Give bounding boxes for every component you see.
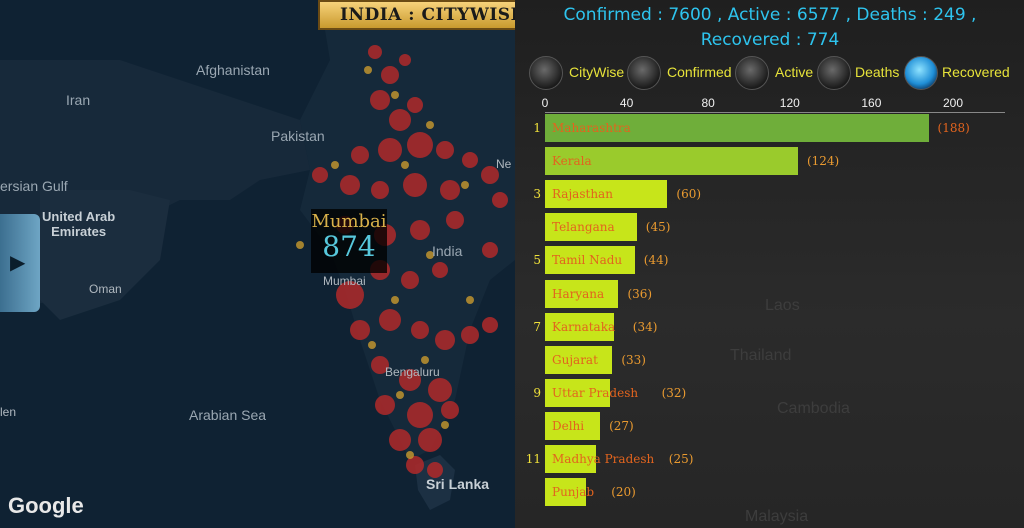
bar-value-label: (34)	[632, 319, 658, 334]
bar-category-label: Gujarat	[552, 352, 598, 367]
label-arabian-sea: Arabian Sea	[189, 407, 267, 423]
bar-value-label: (45)	[645, 220, 671, 235]
radio-knob-selected[interactable]	[904, 56, 938, 90]
bar-value-label: (33)	[621, 352, 646, 367]
page-title-banner: INDIA : CITYWISE	[318, 0, 515, 30]
bar-category-label: Punjab	[552, 485, 595, 500]
bar-value-label: (44)	[643, 253, 669, 268]
bg-label-thailand: Thailand	[730, 347, 792, 364]
bar-category-label: Telangana	[552, 220, 615, 235]
x-tick-label: 160	[861, 96, 882, 110]
bar-value-label: (188)	[937, 121, 970, 135]
x-axis-line	[545, 112, 1005, 113]
bar[interactable]	[545, 378, 611, 407]
bar-category-label: Tamil Nadu	[552, 253, 623, 268]
summary-line-2: Recovered : 774	[700, 30, 840, 50]
bg-label-laos: Laos	[765, 297, 800, 314]
bar-value-label: (32)	[661, 385, 687, 400]
label-uae: United Arab Emirates	[42, 209, 116, 239]
bar-category-label: Kerala	[552, 154, 592, 169]
bar-value-label: (124)	[806, 154, 840, 169]
bar[interactable]	[545, 478, 586, 507]
bar[interactable]	[545, 147, 798, 176]
rank-label: 1	[533, 121, 541, 135]
bar-category-label: Maharashtra	[552, 121, 631, 135]
label-nepal: Ne	[496, 157, 512, 171]
bar-value-label: (20)	[611, 485, 636, 500]
rank-label: 9	[533, 385, 541, 400]
label-iran: Iran	[66, 92, 91, 108]
label-india: India	[432, 243, 463, 259]
city-popup-value: 874	[322, 230, 376, 263]
bar[interactable]	[545, 180, 668, 209]
label-persian-gulf: ersian Gulf	[0, 178, 68, 194]
summary-line-1: Confirmed : 7600 , Active : 6577 , Death…	[563, 5, 977, 25]
google-logo: Google	[8, 493, 84, 518]
x-tick-label: 80	[701, 96, 715, 110]
bar[interactable]	[545, 445, 596, 473]
radio-label[interactable]: Deaths	[855, 64, 900, 80]
label-mumbai: Mumbai	[323, 274, 366, 288]
rank-label: 3	[533, 187, 541, 202]
bar-value-label: (36)	[627, 286, 653, 301]
rank-label: 11	[525, 452, 541, 466]
bar[interactable]	[545, 312, 615, 341]
map-background	[40, 45, 508, 510]
bar[interactable]	[545, 279, 619, 308]
bar-chart: Maharashtra (188) 1 Kerala (124) Rajasthan (60…	[515, 0, 1024, 528]
rank-label: 7	[533, 319, 541, 334]
bar-category-label: Uttar Pradesh	[552, 385, 639, 400]
map-nav-button[interactable]: ▶	[0, 214, 40, 312]
x-tick-label: 40	[619, 96, 634, 110]
x-tick-label: 120	[779, 96, 800, 110]
bar[interactable]	[545, 345, 613, 374]
bar-value-label: (25)	[668, 452, 694, 466]
radio-knob[interactable]	[735, 56, 769, 90]
bar[interactable]	[545, 114, 929, 142]
city-popup: Mumbai 874	[311, 209, 387, 273]
bar-category-label: Rajasthan	[552, 187, 613, 202]
bar-category-label: Haryana	[552, 286, 605, 301]
bg-label-malaysia: Malaysia	[745, 508, 809, 525]
label-pakistan: Pakistan	[271, 128, 325, 144]
radio-label[interactable]: Confirmed	[667, 64, 732, 80]
x-axis: 0 40 80 120 160 200	[541, 96, 1005, 114]
bar-category-label: Madhya Pradesh	[552, 452, 655, 466]
rank-label: 5	[533, 253, 541, 268]
bar-category-label: Karnataka	[552, 319, 616, 334]
x-tick-label: 200	[942, 96, 964, 110]
label-sri-lanka: Sri Lanka	[426, 476, 490, 492]
radio-knob[interactable]	[817, 56, 851, 90]
stats-panel: Laos Thailand Cambodia Malaysia Confirme…	[515, 0, 1024, 528]
bar-category-label: Delhi	[552, 418, 585, 433]
radio-label[interactable]: Recovered	[942, 64, 1010, 80]
bar[interactable]	[545, 213, 637, 242]
bar[interactable]	[545, 411, 601, 440]
radio-label[interactable]: CityWise	[569, 64, 625, 80]
bar[interactable]	[545, 246, 635, 275]
summary-stats: Confirmed : 7600 , Active : 6577 , Death…	[535, 3, 1005, 53]
map-view[interactable]: Afghanistan Iran Pakistan ersian Gulf Un…	[0, 0, 515, 528]
x-tick-label: 0	[541, 96, 549, 110]
label-oman: Oman	[89, 282, 122, 296]
label-bengaluru: Bengaluru	[385, 365, 440, 379]
bg-label-cambodia: Cambodia	[777, 400, 850, 417]
bar-value-label: (60)	[676, 187, 702, 202]
city-popup-name: Mumbai	[311, 211, 387, 232]
radio-label[interactable]: Active	[775, 64, 814, 80]
arrow-right-icon: ▶	[10, 250, 26, 274]
radio-knob[interactable]	[529, 56, 563, 90]
radio-knob[interactable]	[627, 56, 661, 90]
bar-value-label: (27)	[609, 418, 634, 433]
label-yemen: len	[0, 405, 17, 419]
label-afghanistan: Afghanistan	[196, 62, 270, 78]
